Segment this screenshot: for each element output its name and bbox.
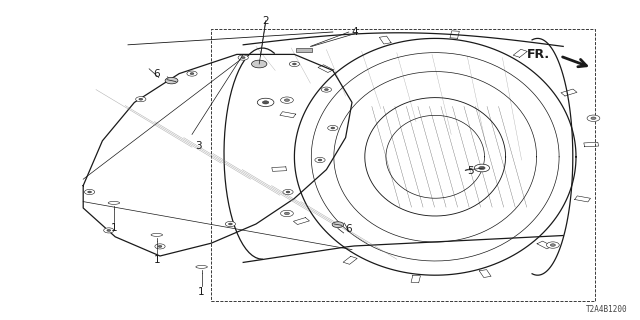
Text: FR.: FR. xyxy=(527,48,550,61)
Circle shape xyxy=(158,245,162,247)
Circle shape xyxy=(284,99,289,101)
Text: 6: 6 xyxy=(154,68,160,79)
Circle shape xyxy=(292,63,296,65)
Circle shape xyxy=(187,71,197,76)
Circle shape xyxy=(155,244,165,249)
Ellipse shape xyxy=(196,266,207,268)
Circle shape xyxy=(238,55,248,60)
Bar xyxy=(296,48,312,52)
Circle shape xyxy=(324,89,328,91)
Text: 6: 6 xyxy=(346,224,352,234)
Circle shape xyxy=(107,229,111,231)
Circle shape xyxy=(252,60,267,68)
Circle shape xyxy=(139,98,143,100)
Circle shape xyxy=(591,117,596,119)
Circle shape xyxy=(280,97,293,103)
Circle shape xyxy=(225,221,236,227)
Ellipse shape xyxy=(151,234,163,236)
Text: 5: 5 xyxy=(467,166,474,176)
Text: 2: 2 xyxy=(262,16,269,26)
Circle shape xyxy=(228,223,232,225)
Circle shape xyxy=(283,189,293,195)
Circle shape xyxy=(241,57,245,59)
Circle shape xyxy=(284,212,289,215)
Circle shape xyxy=(88,191,92,193)
Text: 1: 1 xyxy=(154,255,160,266)
Circle shape xyxy=(257,98,274,107)
Text: 4: 4 xyxy=(352,27,358,37)
Text: 1: 1 xyxy=(198,287,205,298)
Circle shape xyxy=(474,164,490,172)
Text: T2A4B1200: T2A4B1200 xyxy=(586,305,627,314)
Circle shape xyxy=(84,189,95,195)
Circle shape xyxy=(332,222,344,228)
Circle shape xyxy=(136,97,146,102)
Text: 1: 1 xyxy=(111,223,117,234)
Circle shape xyxy=(286,191,290,193)
Circle shape xyxy=(479,166,485,170)
Circle shape xyxy=(587,115,600,121)
Circle shape xyxy=(190,73,194,75)
Circle shape xyxy=(331,127,335,129)
Circle shape xyxy=(318,159,322,161)
Circle shape xyxy=(321,87,332,92)
Circle shape xyxy=(328,125,338,131)
Text: 3: 3 xyxy=(195,140,202,151)
Circle shape xyxy=(315,157,325,163)
Circle shape xyxy=(104,228,114,233)
Circle shape xyxy=(550,244,556,246)
Circle shape xyxy=(280,210,293,217)
Circle shape xyxy=(262,101,269,104)
Circle shape xyxy=(547,242,559,248)
Circle shape xyxy=(165,77,178,84)
Ellipse shape xyxy=(108,202,120,204)
Circle shape xyxy=(289,61,300,67)
